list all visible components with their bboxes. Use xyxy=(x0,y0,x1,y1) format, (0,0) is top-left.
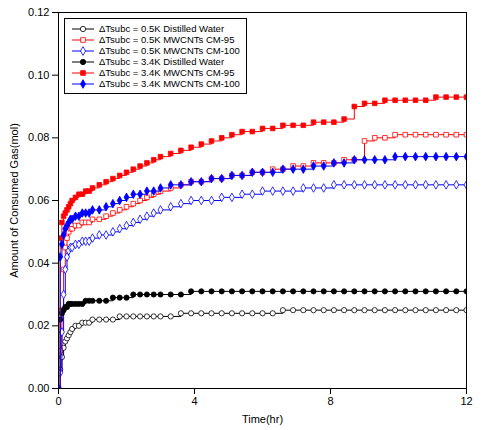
svg-text:0: 0 xyxy=(55,395,61,407)
html-text:ΔTsubc = 3.4K Distilled Water: ΔTsubc = 3.4K Distilled Water xyxy=(99,56,225,67)
svg-text:0.04: 0.04 xyxy=(28,257,49,269)
svg-text:0.00: 0.00 xyxy=(28,382,49,394)
svg-text:8: 8 xyxy=(327,395,333,407)
svg-text:4: 4 xyxy=(191,395,197,407)
html-text:ΔTsubc = 3.4K MWCNTs CM-95: ΔTsubc = 3.4K MWCNTs CM-95 xyxy=(99,67,235,78)
svg-text:Time(hr): Time(hr) xyxy=(242,413,283,425)
html-text:ΔTsubc = 3.4K MWCNTs CM-100: ΔTsubc = 3.4K MWCNTs CM-100 xyxy=(99,78,240,89)
svg-text:0.10: 0.10 xyxy=(28,69,49,81)
svg-text:Amount of Consumed Gas(mol): Amount of Consumed Gas(mol) xyxy=(8,123,20,278)
svg-text:0.12: 0.12 xyxy=(28,6,49,18)
svg-text:0.08: 0.08 xyxy=(28,131,49,143)
html-text:ΔTsubc = 0.5K MWCNTs CM-95: ΔTsubc = 0.5K MWCNTs CM-95 xyxy=(99,34,235,45)
svg-text:0.06: 0.06 xyxy=(28,194,49,206)
html-text:ΔTsubc = 0.5K Distilled Water: ΔTsubc = 0.5K Distilled Water xyxy=(99,23,225,34)
svg-text:12: 12 xyxy=(460,395,472,407)
html-text:ΔTsubc = 0.5K MWCNTs CM-100: ΔTsubc = 0.5K MWCNTs CM-100 xyxy=(99,45,240,56)
svg-text:0.02: 0.02 xyxy=(28,319,49,331)
